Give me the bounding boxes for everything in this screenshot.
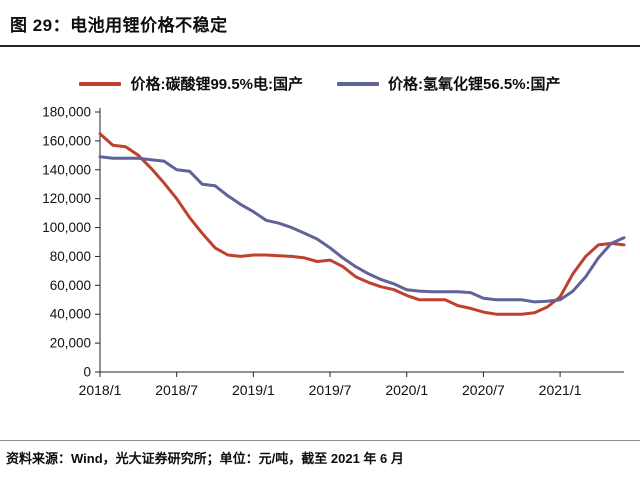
y-axis-tick-label: 20,000 (50, 336, 91, 351)
legend-label: 价格:碳酸锂99.5%电:国产 (130, 76, 303, 93)
y-axis-tick-label: 140,000 (42, 162, 91, 177)
legend-label: 价格:氢氧化锂56.5%:国产 (388, 76, 561, 93)
x-axis-tick-label: 2020/7 (462, 382, 505, 398)
y-axis-tick-label: 120,000 (42, 191, 91, 206)
chart-legend: 价格:碳酸锂99.5%电:国产 价格:氢氧化锂56.5%:国产 (0, 73, 640, 94)
carbonate-price-line (98, 132, 626, 316)
x-axis-tick-label: 2018/1 (79, 382, 122, 398)
figure-footer: 资料来源：Wind，光大证券研究所；单位：元/吨，截至 2021 年 6 月 (0, 440, 640, 480)
legend-item: 价格:氢氧化锂56.5%:国产 (337, 73, 561, 94)
x-axis-tick-label: 2021/1 (539, 382, 582, 398)
figure-title: 图 29：电池用锂价格不稳定 (10, 16, 228, 35)
legend-line-swatch (337, 81, 379, 86)
x-axis-tick-label: 2020/1 (385, 382, 428, 398)
y-axis-tick-label: 60,000 (50, 278, 91, 293)
x-axis-tick-label: 2018/7 (155, 382, 198, 398)
y-axis-tick-label: 40,000 (50, 307, 91, 322)
y-axis-tick-label: 100,000 (42, 220, 91, 235)
legend-item: 价格:碳酸锂99.5%电:国产 (79, 73, 303, 94)
source-note: 资料来源：Wind，光大证券研究所；单位：元/吨，截至 2021 年 6 月 (6, 451, 404, 466)
y-axis-tick-label: 0 (83, 365, 91, 380)
x-axis-tick-label: 2019/7 (309, 382, 352, 398)
y-axis-tick-label: 180,000 (42, 105, 91, 120)
x-axis-tick-label: 2019/1 (232, 382, 275, 398)
y-axis-tick-label: 160,000 (42, 133, 91, 148)
hydroxide-price-line (98, 155, 626, 304)
legend-line-swatch (79, 81, 122, 86)
price-chart-svg: 0 20,000 40,000 60,000 80,000 100,000 120,000 1… (42, 105, 626, 398)
figure-header: 图 29：电池用锂价格不稳定 (0, 0, 640, 47)
y-axis-tick-label: 80,000 (50, 249, 91, 264)
chart-area: 0 20,000 40,000 60,000 80,000 100,000 120,000 1… (0, 100, 640, 407)
